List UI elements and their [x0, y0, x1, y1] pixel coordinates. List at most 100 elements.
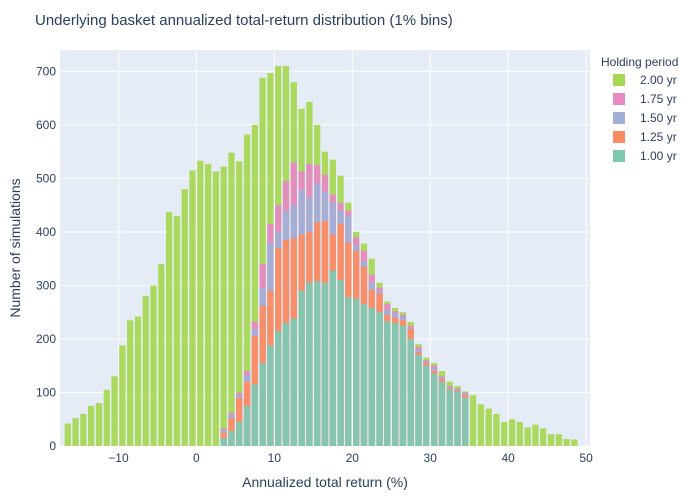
bar-1-00-yr-8	[282, 322, 290, 446]
bar-1-00-yr-25	[415, 355, 422, 446]
legend-title: Holding period	[601, 55, 678, 69]
bar-2-00-yr-9	[134, 316, 142, 446]
y-tick-label: 700	[36, 64, 56, 78]
bar-2-00-yr-18	[204, 163, 212, 447]
bar-2-00-yr-13	[166, 212, 173, 446]
bars	[64, 66, 578, 447]
bar-2-00-yr-15	[181, 189, 188, 446]
bar-2-00-yr-54	[485, 408, 492, 446]
bar-1-00-yr-23	[399, 325, 407, 446]
bar-2-00-yr-52	[469, 395, 477, 446]
bar-2-00-yr-17	[197, 160, 204, 446]
y-tick-label: 300	[36, 278, 56, 292]
bar-2-00-yr-64	[563, 439, 570, 446]
chart-title: Underlying basket annualized total-retur…	[35, 12, 453, 29]
bar-1-00-yr-4	[251, 384, 258, 446]
bar-1-00-yr-13	[321, 282, 329, 446]
bar-1-00-yr-20	[376, 312, 383, 446]
bar-2-00-yr-10	[142, 296, 149, 446]
bar-2-00-yr-61	[540, 428, 547, 446]
legend-swatch[interactable]	[613, 74, 625, 86]
bar-1-00-yr-15	[337, 280, 344, 446]
legend-label[interactable]: 1.75 yr	[640, 92, 677, 106]
bar-2-00-yr-60	[532, 424, 539, 446]
bar-1-00-yr-26	[423, 365, 430, 446]
bar-1-00-yr-10	[298, 290, 305, 446]
y-tick-label: 100	[36, 385, 56, 399]
legend-swatch[interactable]	[613, 93, 625, 105]
bar-1-00-yr-12	[314, 281, 321, 446]
legend-swatch[interactable]	[613, 131, 625, 143]
x-axis-title: Annualized total return (%)	[242, 474, 408, 490]
bar-1-00-yr-14	[329, 270, 336, 446]
y-axis-ticks: 0 100 200 300 400 500 600 700	[36, 64, 56, 453]
y-tick-label: 500	[36, 171, 56, 185]
bar-2-00-yr-8	[127, 320, 134, 446]
legend-label[interactable]: 2.00 yr	[640, 73, 677, 87]
bar-2-00-yr-19	[212, 171, 219, 446]
legend: Holding period 2.00 yr 1.75 yr 1.50 yr 1.25…	[601, 55, 678, 163]
bar-1-00-yr-28	[438, 381, 446, 446]
legend-swatch[interactable]	[613, 112, 625, 124]
x-tick-label: 20	[346, 451, 360, 465]
y-tick-label: 400	[36, 225, 56, 239]
bar-1-00-yr-3	[243, 405, 251, 446]
x-tick-label: 0	[193, 451, 200, 465]
bar-2-00-yr-56	[501, 421, 508, 446]
bar-2-00-yr-20	[220, 166, 227, 446]
bar-1-00-yr-22	[392, 322, 399, 446]
bar-2-00-yr-62	[547, 434, 555, 446]
bar-2-00-yr-22	[236, 161, 243, 446]
bar-2-00-yr-16	[189, 170, 196, 447]
x-tick-label: 30	[424, 451, 438, 465]
bar-2-00-yr-6	[111, 376, 118, 446]
bar-2-00-yr-63	[555, 434, 562, 446]
bar-2-00-yr-11	[150, 285, 157, 446]
x-tick-label: 10	[268, 451, 282, 465]
bar-1-00-yr-27	[431, 373, 438, 446]
bar-2-00-yr-57	[508, 419, 516, 446]
bar-2-00-yr-14	[173, 215, 181, 446]
bar-2-00-yr-2	[80, 413, 87, 446]
bar-1-00-yr-16	[345, 297, 352, 446]
bar-1-00-yr-11	[306, 282, 313, 446]
y-tick-label: 200	[36, 332, 56, 346]
bar-2-00-yr-24	[251, 124, 258, 447]
bar-1-00-yr-17	[353, 298, 360, 446]
bar-2-00-yr-1	[72, 418, 79, 446]
bar-1-00-yr-30	[454, 391, 461, 446]
bar-2-00-yr-53	[477, 404, 484, 446]
bar-2-00-yr-7	[119, 345, 126, 446]
legend-label[interactable]: 1.00 yr	[640, 149, 677, 163]
bar-2-00-yr-21	[228, 152, 235, 446]
x-tick-label: −10	[108, 451, 129, 465]
bar-1-00-yr-1	[228, 431, 235, 446]
bar-2-00-yr-25	[259, 77, 266, 446]
bar-1-00-yr-7	[275, 330, 282, 446]
bar-1-00-yr-19	[368, 307, 375, 446]
x-axis-ticks: −10 0 10 20 30 40 50	[108, 451, 593, 465]
y-tick-label: 600	[36, 118, 56, 132]
bar-2-00-yr-59	[524, 427, 531, 446]
bar-2-00-yr-3	[88, 405, 95, 446]
bar-1-00-yr-24	[407, 338, 414, 446]
legend-label[interactable]: 1.50 yr	[640, 111, 677, 125]
bar-2-00-yr-4	[95, 403, 103, 446]
legend-swatch[interactable]	[613, 150, 625, 162]
bar-1-00-yr-2	[236, 421, 243, 446]
bar-2-00-yr-12	[158, 264, 165, 446]
bar-1-00-yr-31	[462, 397, 469, 446]
bar-2-00-yr-23	[243, 134, 251, 447]
bar-2-00-yr-5	[103, 389, 110, 446]
x-tick-label: 50	[579, 451, 593, 465]
bar-1-00-yr-6	[267, 345, 274, 446]
bar-2-00-yr-55	[493, 413, 500, 446]
bar-1-00-yr-0	[220, 437, 227, 446]
x-tick-label: 40	[501, 451, 515, 465]
legend-label[interactable]: 1.25 yr	[640, 130, 677, 144]
bar-2-00-yr-0	[64, 423, 71, 446]
bar-1-00-yr-21	[384, 321, 391, 446]
bar-1-00-yr-9	[290, 318, 297, 446]
bar-2-00-yr-58	[516, 421, 523, 446]
